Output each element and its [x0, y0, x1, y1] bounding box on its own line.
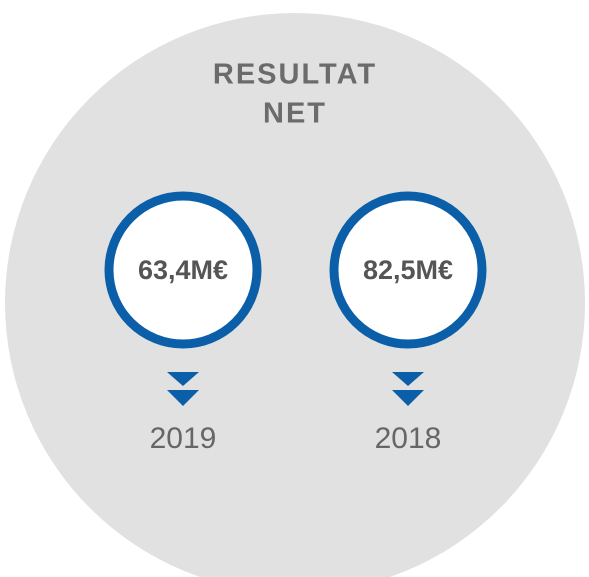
arrow-icon — [392, 372, 424, 406]
year: 2019 — [150, 422, 217, 455]
ring — [104, 191, 262, 349]
item: 82,5M€ 2018 — [329, 191, 487, 455]
item: 63,4M€ 2019 — [104, 191, 262, 455]
value: 82,5M€ — [363, 255, 453, 285]
ring — [329, 191, 487, 349]
background-circle — [5, 13, 585, 577]
year: 2018 — [375, 422, 442, 455]
title-line: RESULTAT — [213, 59, 377, 91]
title-line: NET — [263, 98, 327, 130]
arrow-icon — [167, 372, 199, 406]
value: 63,4M€ — [138, 255, 228, 285]
